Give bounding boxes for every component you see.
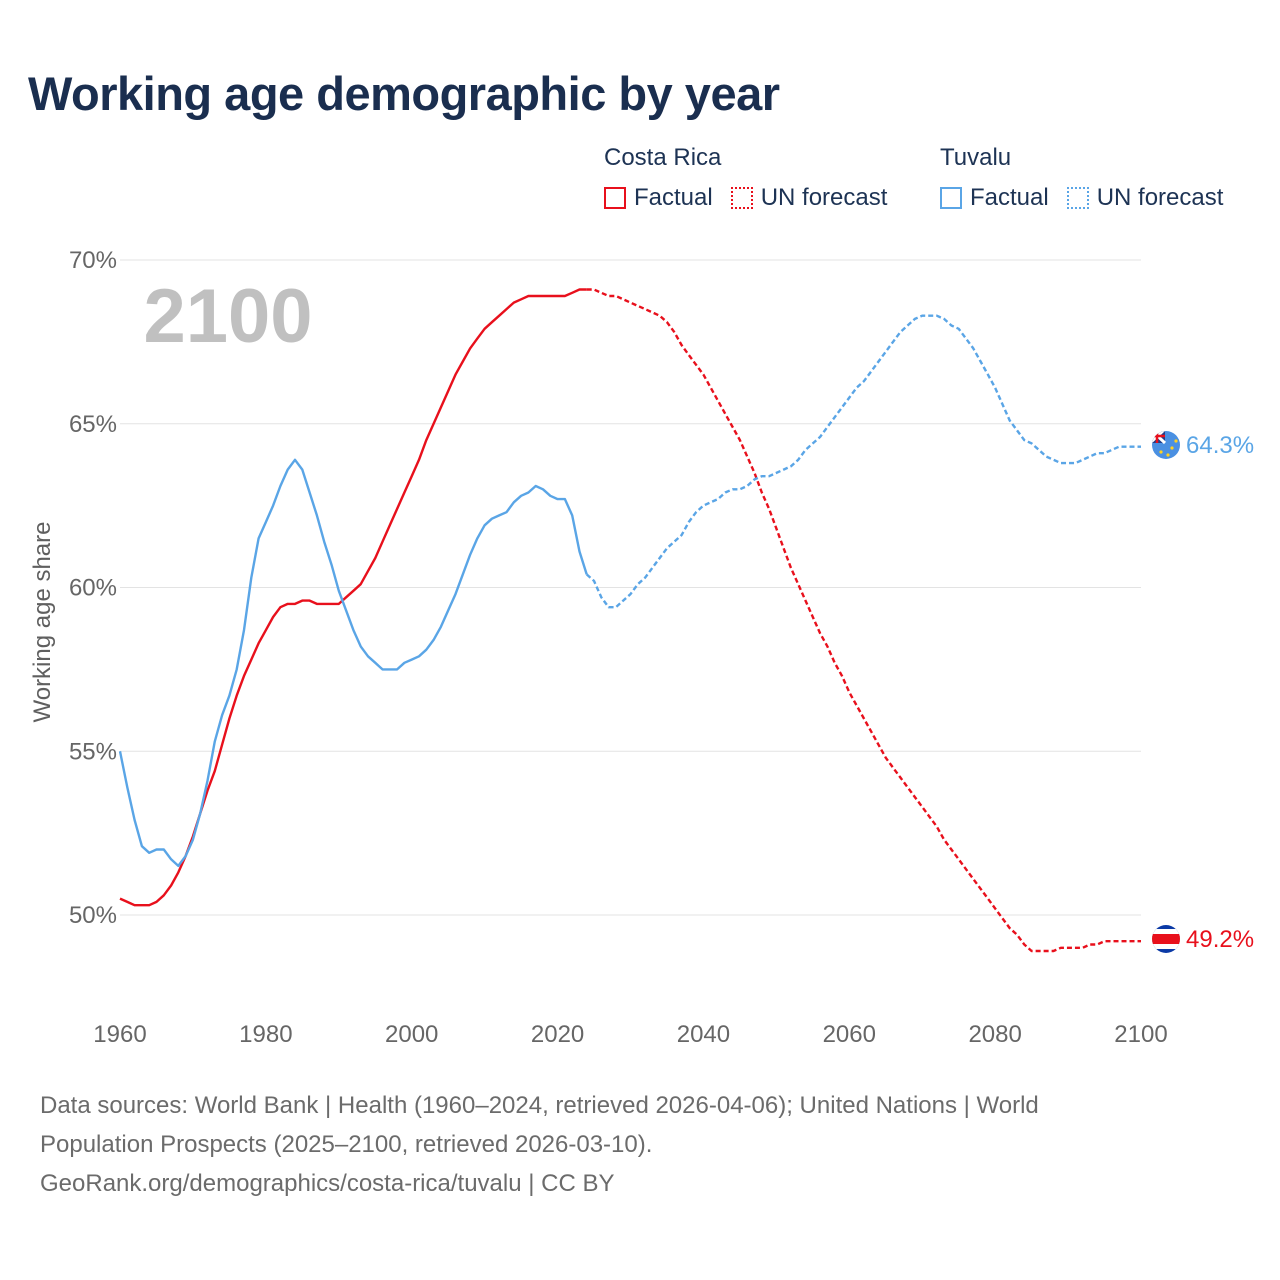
legend-forecast-swatch [730, 187, 753, 209]
line-chart: 50% 55% 60% 65% 70% 1960 1980 2000 2020 2040 2060… [29, 247, 1254, 1048]
y-tick-label: 65% [69, 411, 117, 438]
footer-line-2: Population Prospects (2025–2100, retriev… [40, 1131, 653, 1158]
x-tick-label: 1980 [239, 1021, 292, 1048]
legend-factual-swatch [940, 187, 962, 209]
legend-forecast-label: UN forecast [1096, 184, 1224, 211]
costa-rica-flag-icon [1152, 925, 1180, 953]
y-tick-label: 55% [69, 738, 117, 765]
legend-factual-label: Factual [634, 184, 713, 211]
x-tick-label: 2100 [1114, 1021, 1167, 1048]
y-tick-label: 70% [69, 247, 117, 274]
costa-rica-end-label: 49.2% [1186, 926, 1254, 953]
costa-rica-forecast-line [586, 288, 1141, 953]
x-tick-label: 2080 [968, 1021, 1021, 1048]
legend-group-tuvalu: Tuvalu Factual UN forecast [940, 144, 1223, 212]
tuvalu-flag-icon [1152, 431, 1180, 459]
legend-group-costa-rica: Costa Rica Factual UN forecast [604, 144, 905, 212]
legend-country-label: Tuvalu [940, 144, 1012, 171]
x-tick-label: 2000 [385, 1021, 438, 1048]
tuvalu-factual-line [118, 458, 588, 868]
legend-factual-label: Factual [970, 184, 1049, 211]
costa-rica-factual-line [119, 288, 587, 907]
legend-country-label: Costa Rica [604, 144, 722, 171]
x-tick-label: 2060 [823, 1021, 876, 1048]
x-tick-label: 2040 [677, 1021, 730, 1048]
year-watermark: 2100 [143, 274, 312, 359]
x-tick-label: 2020 [531, 1021, 584, 1048]
footer-line-3: GeoRank.org/demographics/costa-rica/tuva… [40, 1170, 615, 1197]
footer-line-1: Data sources: World Bank | Health (1960–… [40, 1092, 1039, 1119]
legend-forecast-label: UN forecast [760, 184, 888, 211]
tuvalu-end-label: 64.3% [1186, 432, 1254, 459]
tuvalu-forecast-line [585, 314, 1141, 609]
y-axis-label: Working age share [29, 522, 56, 723]
footer-sources: Data sources: World Bank | Health (1960–… [40, 1086, 1180, 1203]
x-tick-label: 1960 [93, 1021, 146, 1048]
chart-title: Working age demographic by year [28, 67, 780, 120]
legend-factual-swatch [604, 187, 626, 209]
y-tick-label: 60% [69, 575, 117, 602]
legend-forecast-swatch [1066, 187, 1089, 209]
y-tick-label: 50% [69, 902, 117, 929]
